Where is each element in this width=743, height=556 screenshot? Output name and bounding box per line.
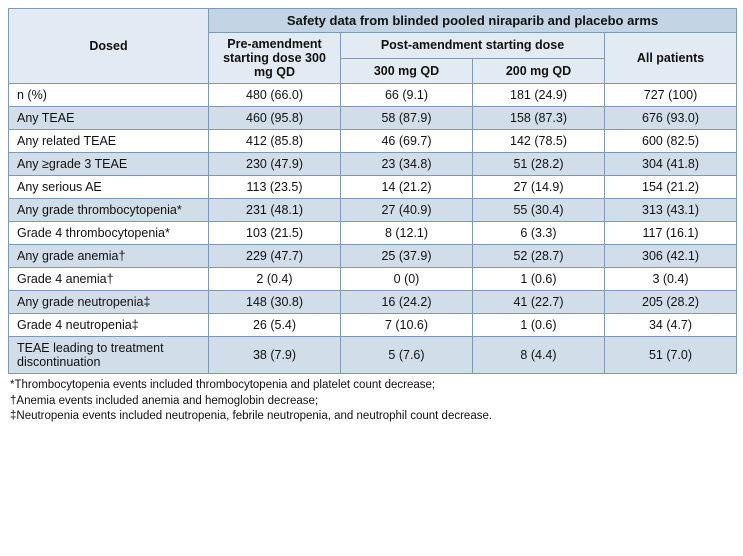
data-cell: 230 (47.9) — [209, 153, 341, 176]
data-cell: 34 (4.7) — [605, 314, 737, 337]
data-cell: 231 (48.1) — [209, 199, 341, 222]
header-title: Safety data from blinded pooled nirapari… — [209, 9, 737, 33]
row-label: Any grade neutropenia‡ — [9, 291, 209, 314]
data-cell: 14 (21.2) — [341, 176, 473, 199]
data-cell: 52 (28.7) — [473, 245, 605, 268]
table-row: Any grade neutropenia‡148 (30.8)16 (24.2… — [9, 291, 737, 314]
data-cell: 205 (28.2) — [605, 291, 737, 314]
data-cell: 113 (23.5) — [209, 176, 341, 199]
data-cell: 306 (42.1) — [605, 245, 737, 268]
data-cell: 51 (7.0) — [605, 337, 737, 374]
row-label: Any TEAE — [9, 107, 209, 130]
data-cell: 480 (66.0) — [209, 84, 341, 107]
row-label: Any grade thrombocytopenia* — [9, 199, 209, 222]
data-cell: 158 (87.3) — [473, 107, 605, 130]
footnotes: *Thrombocytopenia events included thromb… — [8, 374, 735, 427]
row-label: Any serious AE — [9, 176, 209, 199]
data-cell: 313 (43.1) — [605, 199, 737, 222]
row-label: Grade 4 anemia† — [9, 268, 209, 291]
footnote-neutropenia: ‡Neutropenia events included neutropenia… — [10, 409, 733, 425]
row-label: TEAE leading to treatment discontinuatio… — [9, 337, 209, 374]
data-cell: 26 (5.4) — [209, 314, 341, 337]
table-row: Grade 4 neutropenia‡26 (5.4)7 (10.6)1 (0… — [9, 314, 737, 337]
data-cell: 46 (69.7) — [341, 130, 473, 153]
table-row: Any related TEAE412 (85.8)46 (69.7)142 (… — [9, 130, 737, 153]
table-row: Grade 4 anemia†2 (0.4)0 (0)1 (0.6)3 (0.4… — [9, 268, 737, 291]
row-label: Grade 4 thrombocytopenia* — [9, 222, 209, 245]
data-cell: 66 (9.1) — [341, 84, 473, 107]
header-pre-amend: Pre-amendment starting dose 300 mg QD — [209, 33, 341, 84]
data-cell: 1 (0.6) — [473, 314, 605, 337]
row-label: Any related TEAE — [9, 130, 209, 153]
data-cell: 51 (28.2) — [473, 153, 605, 176]
data-cell: 7 (10.6) — [341, 314, 473, 337]
table-row: Grade 4 thrombocytopenia*103 (21.5)8 (12… — [9, 222, 737, 245]
data-cell: 727 (100) — [605, 84, 737, 107]
data-cell: 27 (40.9) — [341, 199, 473, 222]
data-cell: 16 (24.2) — [341, 291, 473, 314]
data-cell: 412 (85.8) — [209, 130, 341, 153]
data-cell: 23 (34.8) — [341, 153, 473, 176]
header-post-amend-group: Post-amendment starting dose — [341, 33, 605, 59]
data-cell: 600 (82.5) — [605, 130, 737, 153]
data-cell: 3 (0.4) — [605, 268, 737, 291]
header-post-200: 200 mg QD — [473, 58, 605, 84]
data-cell: 55 (30.4) — [473, 199, 605, 222]
data-cell: 1 (0.6) — [473, 268, 605, 291]
data-cell: 6 (3.3) — [473, 222, 605, 245]
data-cell: 229 (47.7) — [209, 245, 341, 268]
data-cell: 148 (30.8) — [209, 291, 341, 314]
data-cell: 676 (93.0) — [605, 107, 737, 130]
table-body: n (%)480 (66.0)66 (9.1)181 (24.9)727 (10… — [9, 84, 737, 374]
table-row: Any ≥grade 3 TEAE230 (47.9)23 (34.8)51 (… — [9, 153, 737, 176]
table-row: Any grade anemia†229 (47.7)25 (37.9)52 (… — [9, 245, 737, 268]
table-row: Any grade thrombocytopenia*231 (48.1)27 … — [9, 199, 737, 222]
data-cell: 27 (14.9) — [473, 176, 605, 199]
table-row: Any TEAE460 (95.8)58 (87.9)158 (87.3)676… — [9, 107, 737, 130]
data-cell: 38 (7.9) — [209, 337, 341, 374]
data-cell: 460 (95.8) — [209, 107, 341, 130]
data-cell: 142 (78.5) — [473, 130, 605, 153]
data-cell: 0 (0) — [341, 268, 473, 291]
footnote-thrombocytopenia: *Thrombocytopenia events included thromb… — [10, 378, 733, 394]
data-cell: 304 (41.8) — [605, 153, 737, 176]
data-cell: 8 (4.4) — [473, 337, 605, 374]
table-row: TEAE leading to treatment discontinuatio… — [9, 337, 737, 374]
table-row: Any serious AE113 (23.5)14 (21.2)27 (14.… — [9, 176, 737, 199]
header-post-300: 300 mg QD — [341, 58, 473, 84]
row-label: Any ≥grade 3 TEAE — [9, 153, 209, 176]
header-rowlabel: Dosed — [9, 9, 209, 84]
row-label: n (%) — [9, 84, 209, 107]
data-cell: 117 (16.1) — [605, 222, 737, 245]
data-cell: 5 (7.6) — [341, 337, 473, 374]
footnote-anemia: †Anemia events included anemia and hemog… — [10, 394, 733, 410]
safety-data-table: Dosed Safety data from blinded pooled ni… — [8, 8, 737, 374]
header-all-patients: All patients — [605, 33, 737, 84]
data-cell: 103 (21.5) — [209, 222, 341, 245]
row-label: Any grade anemia† — [9, 245, 209, 268]
data-cell: 25 (37.9) — [341, 245, 473, 268]
data-cell: 2 (0.4) — [209, 268, 341, 291]
row-label: Grade 4 neutropenia‡ — [9, 314, 209, 337]
table-row: n (%)480 (66.0)66 (9.1)181 (24.9)727 (10… — [9, 84, 737, 107]
data-cell: 58 (87.9) — [341, 107, 473, 130]
data-cell: 154 (21.2) — [605, 176, 737, 199]
data-cell: 8 (12.1) — [341, 222, 473, 245]
data-cell: 41 (22.7) — [473, 291, 605, 314]
data-cell: 181 (24.9) — [473, 84, 605, 107]
